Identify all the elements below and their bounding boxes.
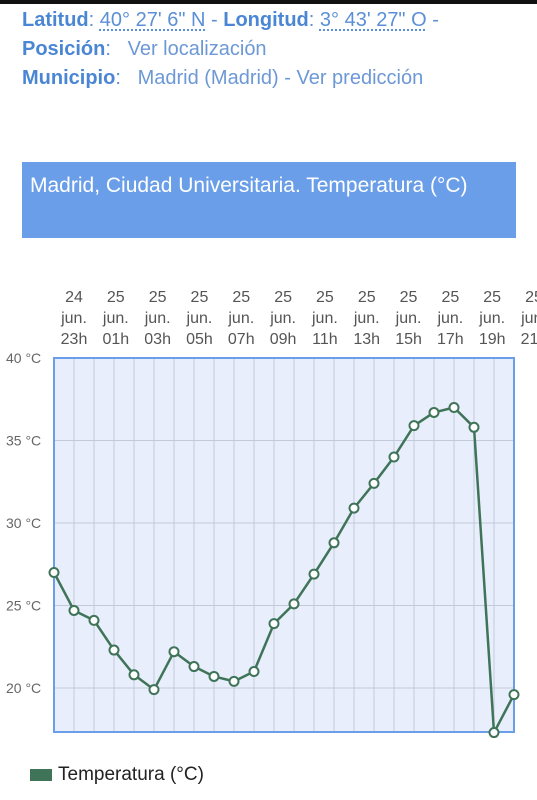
data-point[interactable] [188, 661, 200, 673]
x-tick-label: 21h [521, 331, 537, 348]
y-tick-label: 25 °C [6, 598, 41, 614]
data-point[interactable] [388, 451, 400, 463]
y-tick-label: 30 °C [6, 515, 41, 531]
legend-label: Temperatura (°C) [58, 764, 204, 785]
data-point[interactable] [48, 567, 60, 578]
x-tick-label: 05h [186, 331, 213, 348]
x-tick-label: 17h [437, 331, 464, 348]
data-point[interactable] [508, 689, 520, 701]
data-point[interactable] [248, 666, 260, 677]
x-tick-label: 25 [149, 289, 167, 306]
data-point[interactable] [108, 644, 120, 656]
x-tick-label: jun. [269, 310, 296, 327]
y-tick-label: 20 °C [6, 680, 41, 696]
data-point[interactable] [368, 477, 380, 489]
position-row: Posición: Ver localización [22, 38, 267, 60]
plot-border [53, 357, 515, 733]
view-location-link[interactable]: Ver localización [127, 38, 267, 60]
x-tick-label: 25 [232, 289, 250, 306]
legend-swatch [30, 769, 52, 781]
x-tick-label: 25 [441, 289, 459, 306]
x-tick-label: 25 [274, 289, 292, 306]
position-label: Posición [22, 38, 106, 60]
x-tick-label: jun. [436, 310, 463, 327]
latitude-label: Latitud [22, 9, 89, 31]
data-point[interactable] [288, 598, 300, 610]
x-tick-label: 25 [483, 289, 501, 306]
data-point[interactable] [268, 618, 280, 630]
municipality-row: Municipio: Madrid (Madrid) - Ver predicc… [22, 67, 424, 89]
data-point[interactable] [348, 502, 360, 514]
data-point[interactable] [328, 537, 340, 549]
x-tick-label: 03h [144, 331, 171, 348]
data-point[interactable] [168, 646, 180, 658]
x-tick-label: 19h [479, 331, 506, 348]
x-tick-label: 01h [102, 331, 129, 348]
municipality-label: Municipio [22, 67, 116, 89]
x-tick-label: 23h [61, 331, 88, 348]
x-tick-label: 15h [395, 331, 422, 348]
x-tick-label: jun. [186, 310, 213, 327]
data-point[interactable] [148, 684, 160, 696]
status-bar [0, 0, 537, 4]
x-tick-label: jun. [60, 310, 87, 327]
data-point[interactable] [408, 420, 420, 432]
data-point[interactable] [308, 568, 320, 580]
x-tick-label: jun. [144, 310, 171, 327]
x-tick-label: jun. [395, 310, 422, 327]
x-tick-label: 25 [191, 289, 209, 306]
x-tick-label: 13h [353, 331, 380, 348]
longitude-value: 3° 43' 27" O [319, 9, 427, 31]
data-point[interactable] [68, 604, 80, 616]
plot-area [54, 358, 514, 732]
x-tick-label: 24 [65, 289, 83, 306]
x-tick-label: 25 [358, 289, 376, 306]
y-tick-label: 40 °C [6, 350, 41, 366]
x-tick-label: jun. [311, 310, 338, 327]
data-point[interactable] [208, 670, 220, 682]
data-point[interactable] [448, 402, 460, 413]
x-tick-label: 11h [312, 331, 338, 348]
longitude-label: Longitud [223, 9, 309, 31]
data-point[interactable] [468, 421, 480, 433]
temperature-chart: 20 °C 25 °C 30 °C 35 °C 40 °C 24 jun. 23h 25 jun.… [6, 289, 537, 739]
station-info: Latitud: 40° 27' 6" N - Longitud: 3° 43'… [22, 6, 532, 93]
x-tick-label: 25 [400, 289, 418, 306]
x-tick-label: 25 [525, 289, 537, 306]
data-point[interactable] [88, 614, 100, 626]
data-point[interactable] [488, 727, 500, 739]
data-point[interactable] [228, 675, 240, 687]
x-tick-label: 07h [228, 331, 255, 348]
data-point[interactable] [428, 406, 440, 418]
x-tick-label: 25 [316, 289, 334, 306]
x-tick-label: jun. [353, 310, 380, 327]
legend-item-temperatura[interactable]: Temperatura (°C) [30, 762, 204, 788]
coordinates-row: Latitud: 40° 27' 6" N - Longitud: 3° 43'… [22, 9, 439, 31]
separator: - [211, 9, 218, 31]
x-tick-label: 25 [107, 289, 125, 306]
x-tick-label: jun. [478, 310, 505, 327]
x-tick-label: jun. [520, 310, 537, 327]
y-tick-label: 35 °C [6, 433, 41, 449]
x-tick-label: 09h [270, 331, 297, 348]
chart-title: Madrid, Ciudad Universitaria. Temperatur… [22, 162, 516, 238]
separator: - [432, 9, 439, 31]
data-point[interactable] [128, 669, 140, 681]
latitude-value: 40° 27' 6" N [99, 9, 206, 31]
x-tick-label: jun. [227, 310, 254, 327]
forecast-link[interactable]: Madrid (Madrid) - Ver predicción [137, 67, 424, 89]
x-tick-label: jun. [102, 310, 129, 327]
